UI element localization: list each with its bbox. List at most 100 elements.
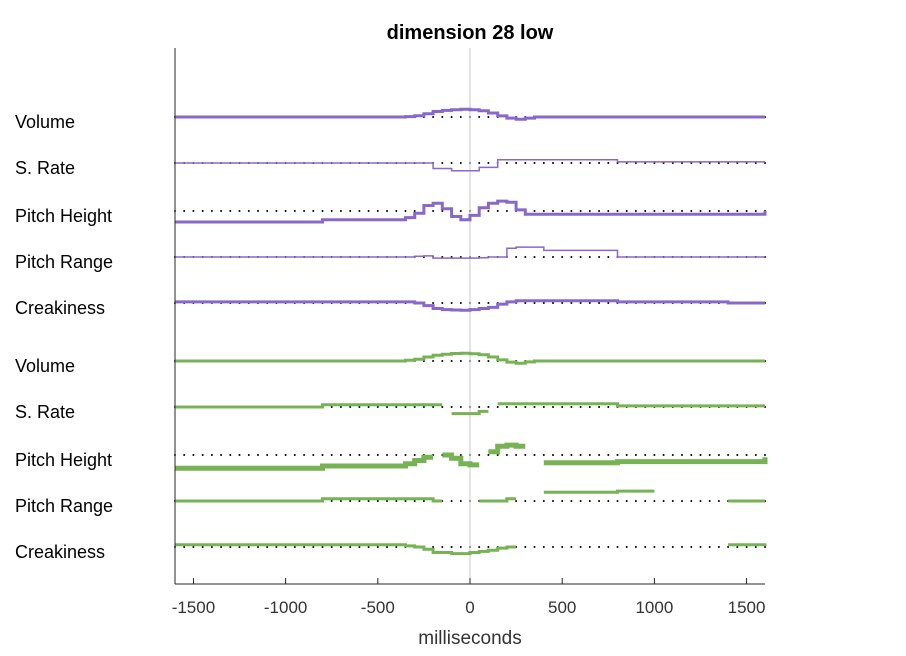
reference-dot [487,116,490,118]
reference-dot [349,500,352,502]
reference-dot [754,210,757,212]
row-label: Volume [15,356,75,376]
reference-dot [717,210,720,212]
reference-dot [579,162,582,164]
reference-dot [533,406,536,408]
reference-dot [524,406,527,408]
reference-dot [478,454,481,456]
reference-dot [588,406,591,408]
reference-dot [708,500,711,502]
reference-dot [247,546,250,548]
reference-dot [349,210,352,212]
reference-dot [552,210,554,212]
reference-dot [681,210,683,212]
row-label: Pitch Height [15,206,112,226]
row-label: Pitch Range [15,496,113,516]
reference-dot [450,500,453,502]
reference-dot [339,546,342,548]
reference-dot [671,454,674,456]
row-label: S. Rate [15,402,75,422]
reference-dot [561,406,564,408]
reference-dot [192,454,195,456]
reference-dot [496,406,499,408]
reference-dot [653,500,656,502]
reference-dot [404,406,407,408]
reference-dot [192,210,195,212]
reference-dot [413,500,416,502]
reference-dot [736,546,739,548]
reference-dot [395,546,398,548]
reference-dot [386,500,388,502]
reference-dot [579,454,582,456]
reference-dot [542,256,545,258]
reference-dot [257,454,259,456]
reference-dot [275,546,278,548]
reference-dot [441,406,444,408]
reference-dot [459,500,462,502]
reference-dot [459,116,462,118]
row-label: Creakiness [15,298,105,318]
reference-dot [238,546,241,548]
reference-dot [727,210,730,212]
reference-dot [579,406,582,408]
purple-series-line [175,199,767,224]
reference-dot [386,454,388,456]
reference-dot [561,162,564,164]
reference-dot [487,360,490,362]
reference-dot [699,546,702,548]
reference-dot [376,546,379,548]
reference-dot [653,454,656,456]
reference-dot [201,210,204,212]
reference-dot [505,162,508,164]
reference-dot [588,162,591,164]
reference-dot [395,500,398,502]
reference-dot [367,454,370,456]
x-axis-label: milliseconds [418,628,521,649]
reference-dot [192,546,195,548]
reference-dot [662,454,665,456]
reference-dot [432,406,435,408]
reference-dot [690,500,693,502]
reference-dot [330,406,333,408]
reference-dot [386,546,388,548]
reference-dot [339,500,342,502]
reference-dot [570,162,573,164]
reference-dot [644,500,647,502]
reference-dot [441,210,444,212]
reference-dot [717,454,720,456]
reference-dot [459,454,462,456]
reference-dot [312,210,315,212]
reference-dot [210,210,213,212]
reference-dot [579,302,582,304]
reference-dot [376,454,379,456]
reference-dot [570,302,573,304]
reference-dot [487,454,490,456]
reference-dot [598,210,601,212]
reference-dot [247,454,250,456]
reference-dot [395,406,398,408]
reference-dot [552,162,554,164]
reference-dot [238,210,241,212]
reference-dot [459,360,462,362]
reference-dot [478,162,481,164]
reference-dot [441,302,444,304]
reference-dot [505,406,508,408]
reference-dot [552,546,554,548]
row-label: Pitch Height [15,450,112,470]
chart-title: dimension 28 low [387,22,554,44]
reference-dot [496,454,499,456]
reference-dot [358,406,361,408]
reference-dot [653,210,656,212]
reference-dot [634,500,637,502]
reference-dot [257,210,259,212]
reference-dot [736,454,739,456]
reference-dot [386,210,388,212]
reference-dot [754,454,757,456]
reference-dot [524,454,527,456]
reference-dot [478,360,481,362]
reference-dot [745,210,748,212]
reference-dot [634,546,637,548]
reference-dot [598,500,601,502]
reference-dot [395,454,398,456]
